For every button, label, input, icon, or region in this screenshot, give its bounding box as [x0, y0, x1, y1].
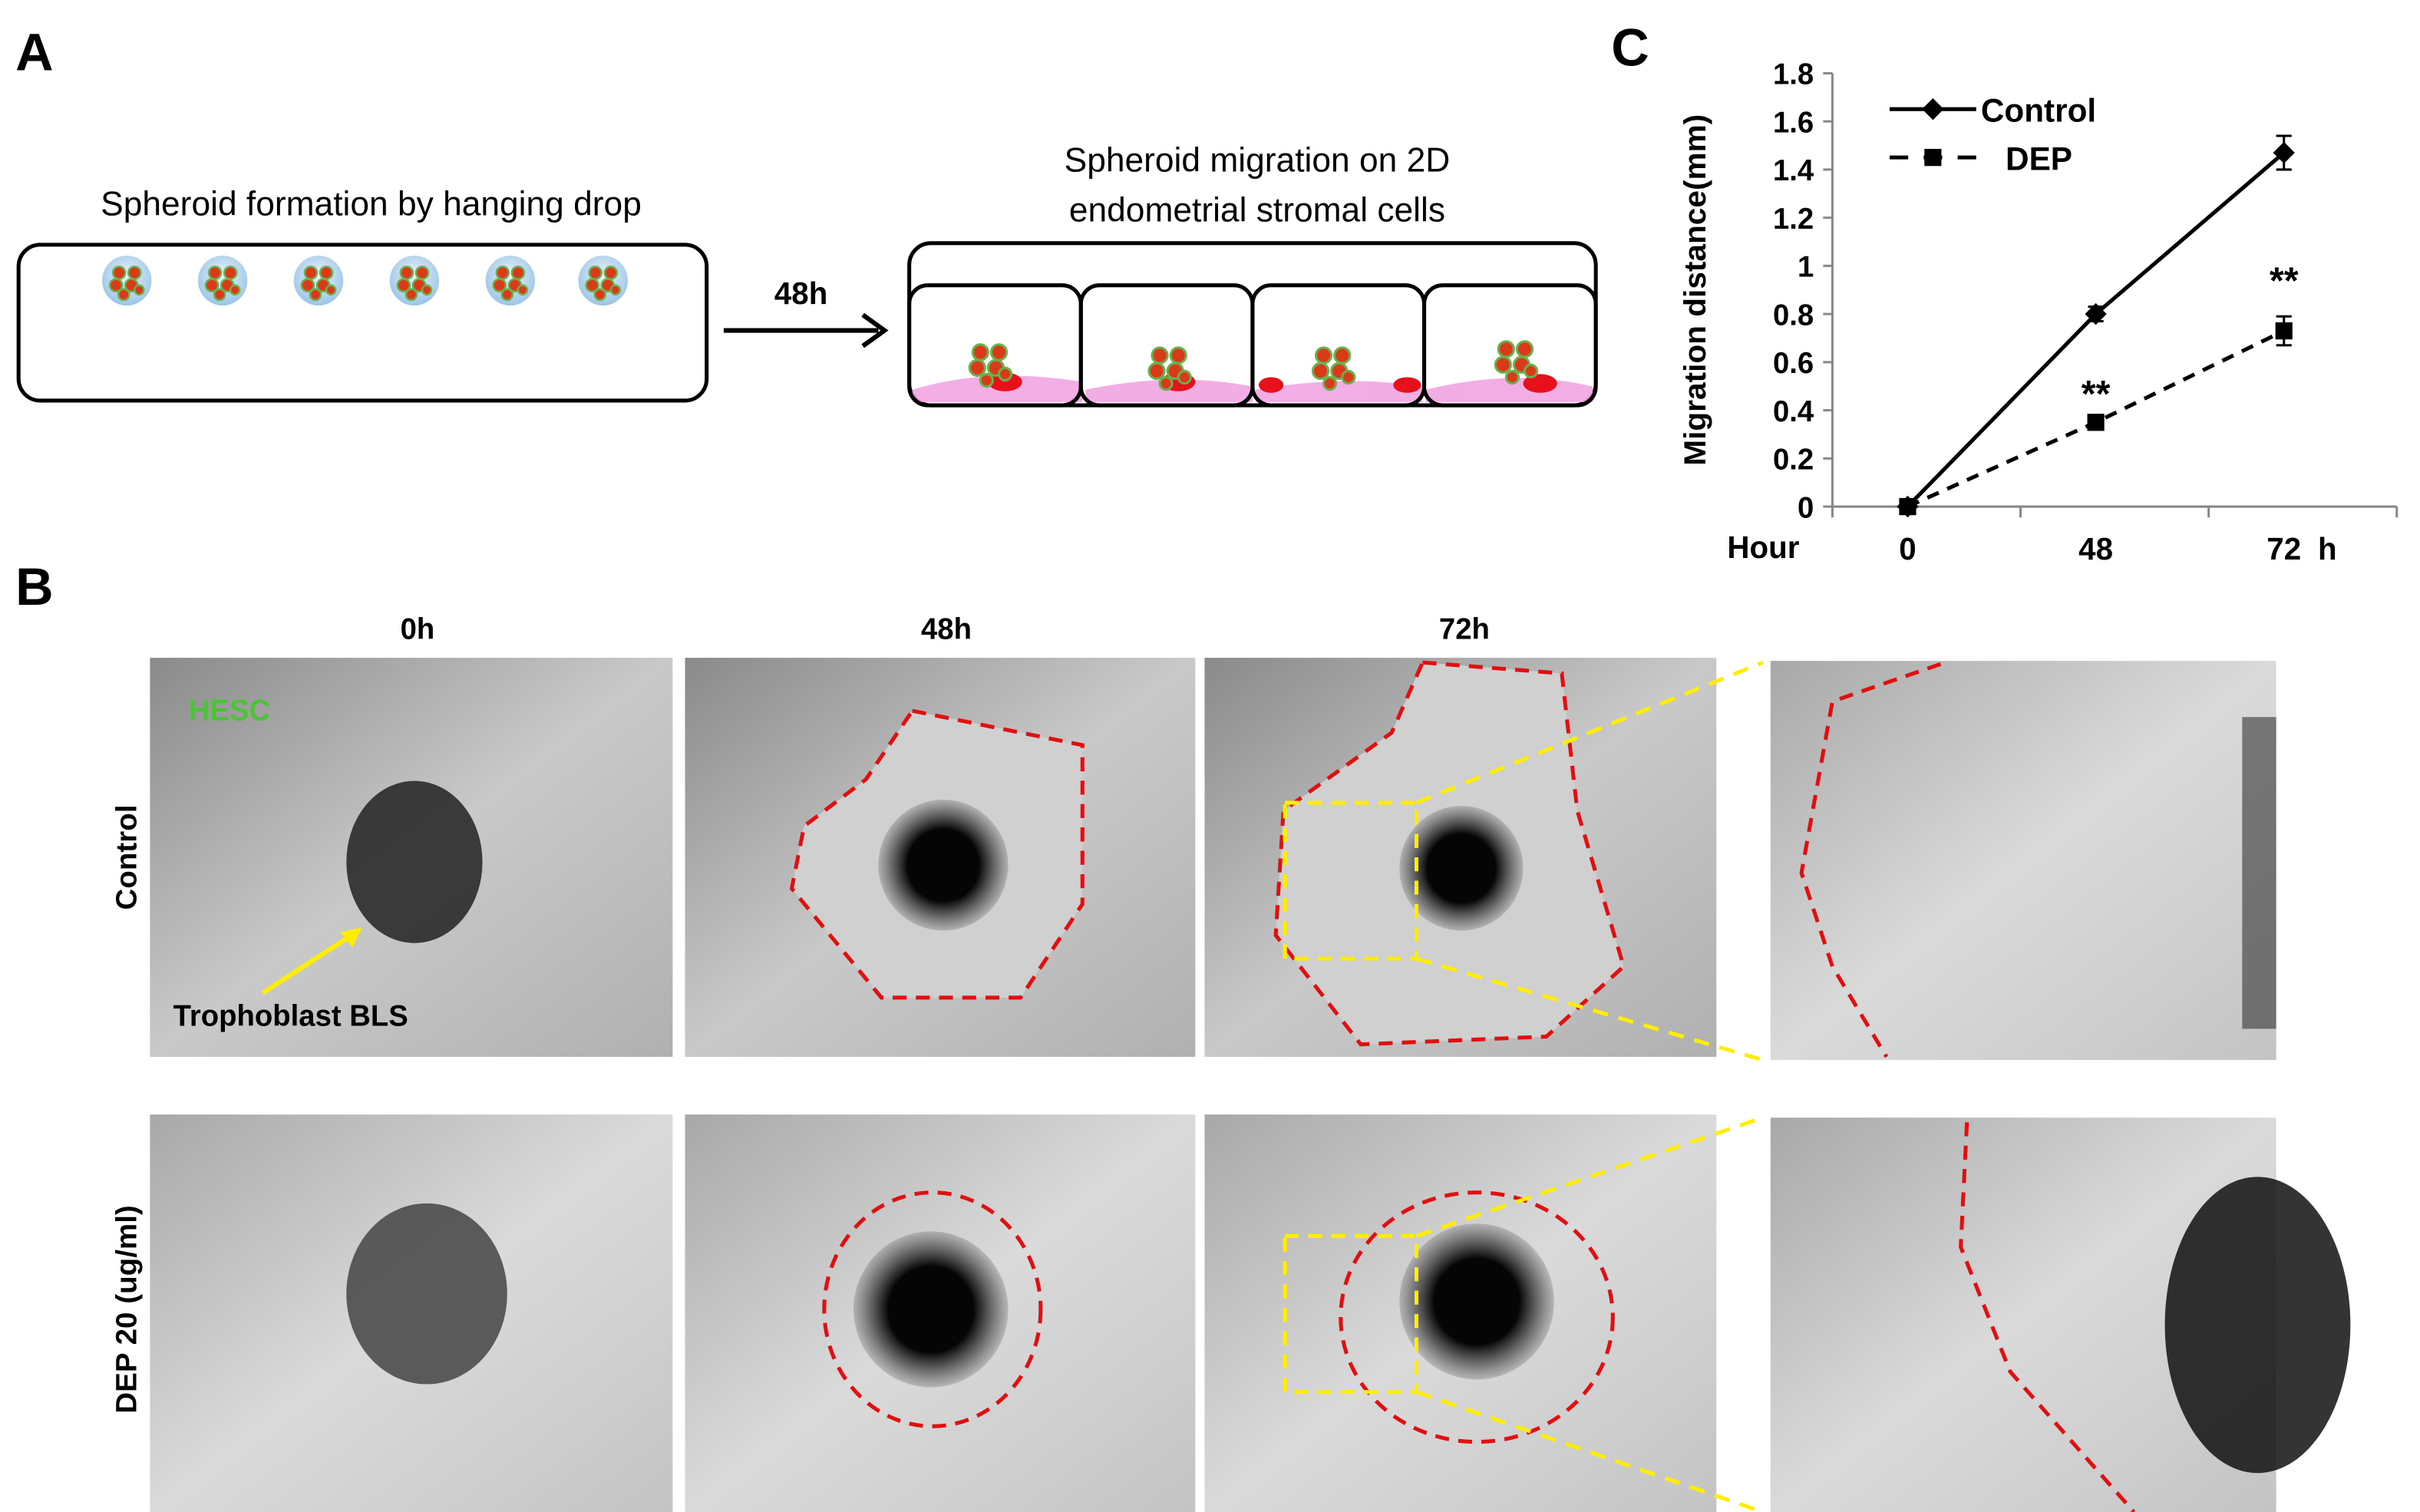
panel-label: C	[1611, 18, 1649, 77]
legend-marker	[1924, 148, 1942, 167]
panel-label: A	[15, 22, 53, 81]
wells	[907, 241, 1598, 408]
y-tick-label: 1.2	[1773, 203, 1814, 236]
panel-label: B	[15, 557, 53, 616]
x-tick-label: 72	[2266, 531, 2301, 566]
arrow	[723, 312, 889, 348]
data-point	[1899, 497, 1917, 516]
right-title: endometrial stromal cells	[1069, 191, 1445, 229]
data-point	[2085, 302, 2107, 325]
legend-label: DEP	[2006, 140, 2072, 177]
y-tick-label: 0.8	[1773, 299, 1814, 332]
x-unit: h	[2318, 531, 2337, 566]
column-label: 72h	[1439, 613, 1490, 646]
data-point	[2275, 322, 2293, 340]
legend-marker	[1922, 97, 1944, 120]
arrow-label: Trophoblast BLS	[173, 999, 408, 1032]
right-title: Spheroid migration on 2D	[1065, 141, 1451, 179]
cell-label: HESC	[189, 694, 270, 727]
y-tick-label: 1	[1798, 250, 1814, 283]
x-axis-label: Hour	[1727, 530, 1799, 565]
row-label: Control	[110, 804, 143, 910]
y-tick-label: 1.8	[1773, 58, 1814, 91]
micrographs	[150, 658, 2351, 1512]
y-tick-label: 0.6	[1773, 347, 1814, 380]
data-point	[2087, 414, 2105, 431]
column-label: 48h	[921, 613, 972, 646]
y-tick-label: 0	[1798, 491, 1814, 524]
y-tick-label: 1.4	[1773, 154, 1814, 187]
left-title: Spheroid formation by hanging drop	[101, 185, 642, 223]
column-label: 0h	[401, 613, 435, 646]
plate	[16, 243, 709, 403]
y-tick-label: 0.4	[1773, 395, 1814, 428]
y-tick-label: 0.2	[1773, 443, 1814, 476]
y-tick-label: 1.6	[1773, 106, 1814, 139]
drops	[101, 254, 629, 307]
annotation: **	[2270, 260, 2299, 302]
y-axis-label: Migration distance(mm)	[1677, 114, 1712, 466]
x-tick-label: 48	[2078, 531, 2113, 566]
legend-label: Control	[1981, 92, 2096, 128]
annotation: **	[2082, 374, 2111, 415]
x-tick-label: 0	[1899, 531, 1916, 566]
series-line	[1906, 151, 2286, 508]
row-label: DEP 20 (ug/ml)	[110, 1205, 143, 1414]
chart: 0 0.2 0.4 0.6 0.8 1 1.2 1.4 1.6 1.8 0 48 72 Hour h Migr…	[1677, 58, 2399, 566]
arrow-label: 48h	[774, 276, 827, 311]
